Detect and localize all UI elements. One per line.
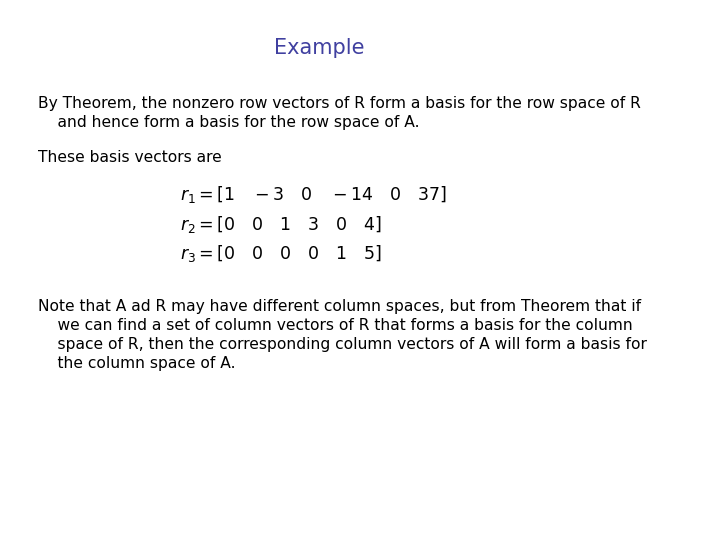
Text: $r_2 = \left[0 \quad 0 \quad 1 \quad 3 \quad 0 \quad 4\right]$: $r_2 = \left[0 \quad 0 \quad 1 \quad 3 \…: [180, 214, 382, 235]
Text: the column space of A.: the column space of A.: [37, 355, 235, 370]
Text: space of R, then the corresponding column vectors of A will form a basis for: space of R, then the corresponding colum…: [37, 337, 647, 352]
Text: $r_1 = \left[1 \quad -3 \quad 0 \quad -14 \quad 0 \quad 37\right]$: $r_1 = \left[1 \quad -3 \quad 0 \quad -1…: [180, 185, 446, 206]
Text: and hence form a basis for the row space of A.: and hence form a basis for the row space…: [37, 115, 419, 130]
Text: Example: Example: [274, 37, 364, 58]
Text: These basis vectors are: These basis vectors are: [37, 150, 221, 165]
Text: we can find a set of column vectors of R that forms a basis for the column: we can find a set of column vectors of R…: [37, 318, 632, 333]
Text: $r_3 = \left[0 \quad 0 \quad 0 \quad 0 \quad 1 \quad 5\right]$: $r_3 = \left[0 \quad 0 \quad 0 \quad 0 \…: [180, 244, 382, 264]
Text: By Theorem, the nonzero row vectors of R form a basis for the row space of R: By Theorem, the nonzero row vectors of R…: [37, 96, 641, 111]
Text: Note that A ad R may have different column spaces, but from Theorem that if: Note that A ad R may have different colu…: [37, 299, 641, 314]
